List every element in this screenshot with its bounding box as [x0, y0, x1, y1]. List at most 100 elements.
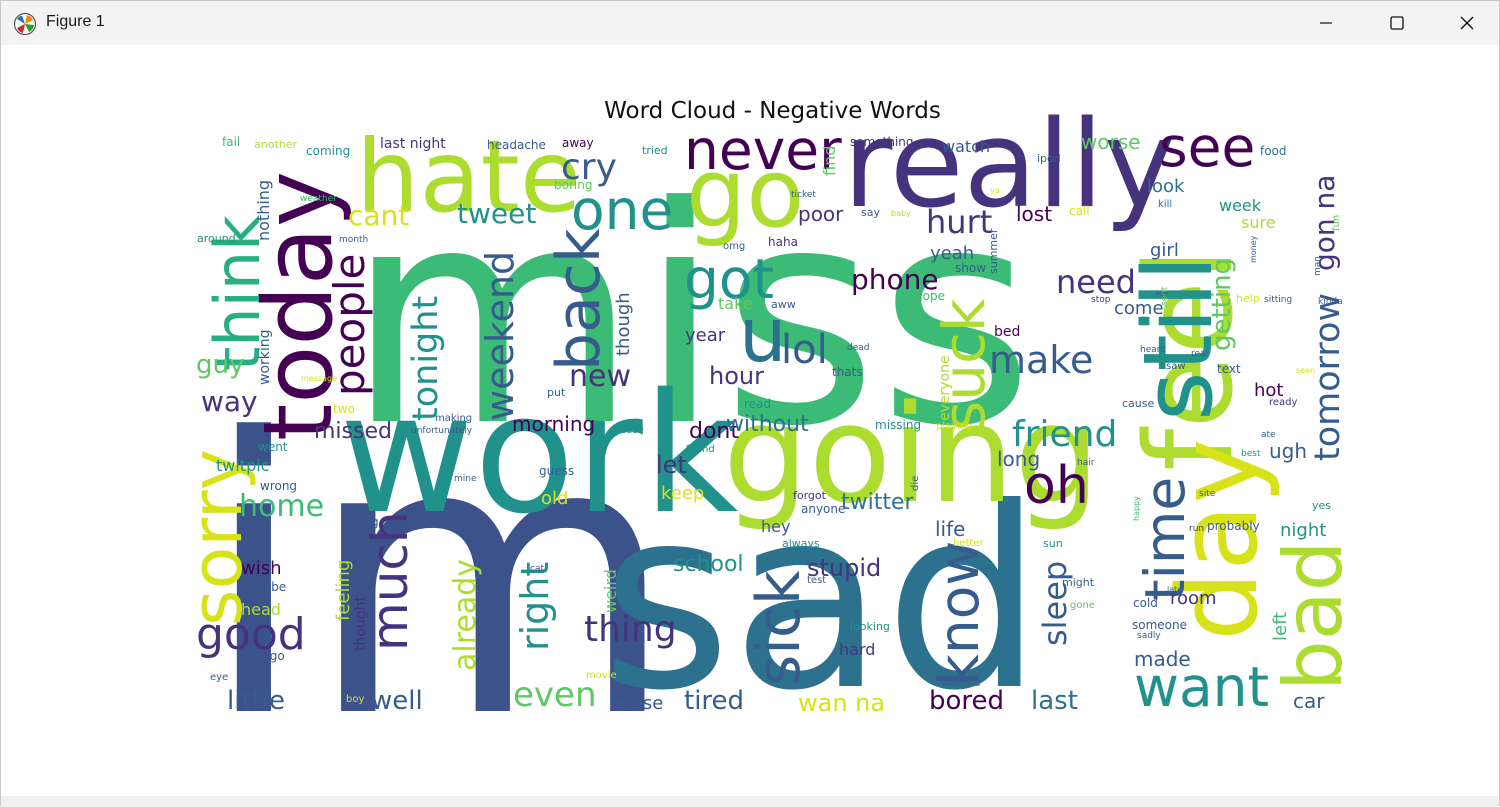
cloud-word-really: really [843, 96, 1175, 235]
cloud-word-sun: sun [1043, 537, 1063, 550]
cloud-word-see: see [1159, 115, 1255, 179]
cloud-word-made: made [1134, 647, 1191, 671]
cloud-word-missed: missed [314, 419, 392, 444]
cloud-word-headache: headache [487, 138, 546, 152]
cloud-word-time: time [1133, 477, 1197, 601]
cloud-word-away: away [562, 136, 594, 150]
figure-canvas [1, 45, 1499, 795]
cloud-word-feel: feel [1121, 248, 1260, 471]
cloud-word-around: around [197, 232, 236, 245]
cloud-word-eye: eye [210, 672, 228, 683]
cloud-word-ya: ya [990, 186, 1000, 195]
maximize-button[interactable] [1362, 1, 1432, 45]
cloud-word-die: die [910, 476, 921, 491]
cloud-word-hurt: hurt [926, 203, 992, 241]
minimize-button[interactable] [1291, 1, 1361, 45]
cloud-word-haha: haha [768, 235, 798, 249]
cloud-word-stop: stop [1091, 295, 1111, 305]
cloud-word-make: make [989, 338, 1093, 382]
cloud-word-right: right [513, 562, 557, 651]
cloud-word-ready: ready [1269, 397, 1298, 408]
cloud-word-well: well [371, 686, 423, 716]
cloud-word-sick: sick [744, 570, 814, 686]
cloud-word-playing: playing [936, 421, 973, 432]
cloud-word-life: life [935, 517, 965, 541]
cloud-word-lost: lost [1016, 202, 1052, 226]
cloud-word-watched: watched [942, 679, 980, 689]
cloud-word-might: might [1062, 576, 1095, 589]
cloud-word-poor: poor [798, 202, 844, 226]
cloud-word-new: new [569, 359, 631, 394]
cloud-word-help: help [1236, 292, 1260, 305]
cloud-word-hope: hope [915, 289, 945, 303]
status-bar [1, 796, 1499, 807]
cloud-word-know: know [927, 541, 991, 686]
cloud-word-nothing: nothing [254, 180, 273, 241]
cloud-word-boring: boring [554, 178, 592, 192]
cloud-word-room: room [1170, 588, 1217, 609]
cloud-word-tonight: tonight [406, 296, 446, 421]
maximize-icon [1390, 16, 1404, 30]
cloud-word-cold: cold [1133, 596, 1158, 610]
cloud-word-omg: omg [723, 241, 745, 252]
cloud-word-movie: movie [586, 670, 617, 681]
cloud-word-read: read [744, 397, 771, 411]
cloud-word-morning: morning [512, 412, 595, 436]
cloud-word-text: text [1217, 362, 1241, 376]
cloud-word-twitpic: twitpic [216, 456, 269, 475]
cloud-word-coming: coming [306, 144, 350, 158]
cloud-word-night: night [1280, 520, 1326, 541]
cloud-word-wrong: wrong [260, 479, 297, 493]
cloud-word-never: never [684, 118, 842, 182]
cloud-word-happy: happy [1132, 496, 1141, 521]
cloud-word-making: making [435, 413, 472, 424]
cloud-word-even: even [513, 675, 597, 715]
cloud-word-someone: someone [1132, 618, 1187, 632]
cloud-word-found: found [686, 444, 715, 455]
cloud-word-fun: fun [1331, 215, 1342, 231]
cloud-word-big: big [360, 515, 379, 529]
cloud-word-probably: probably [1207, 519, 1260, 533]
cloud-word-guy: guy [196, 350, 244, 380]
cloud-word-cant: cant [348, 199, 409, 232]
cloud-word-best: best [1241, 449, 1261, 459]
cloud-word-dead: dead [847, 343, 869, 353]
cloud-word-aww: aww [771, 298, 796, 311]
cloud-word-last: last [1031, 686, 1078, 716]
cloud-word-feeling: feeling [333, 560, 354, 621]
cloud-word-hard: hard [839, 640, 875, 659]
cloud-word-thing: thing [584, 609, 677, 650]
cloud-word-jealous: jealous [575, 515, 615, 528]
cloud-word-miss: miss [346, 143, 1034, 492]
cloud-word-oh: oh [1024, 456, 1089, 516]
cloud-word-better: better [953, 538, 984, 549]
cloud-word-mine: mine [454, 474, 477, 484]
cloud-word-though: though [613, 292, 634, 356]
cloud-word-weather: weather [300, 194, 337, 204]
cloud-word-show: show [955, 261, 986, 275]
close-button[interactable] [1432, 1, 1500, 45]
matplotlib-app-icon [13, 12, 37, 36]
cloud-word-baby: baby [891, 209, 911, 218]
cloud-word-still: still [1124, 255, 1234, 421]
cloud-word-wow: wow [1155, 290, 1169, 297]
cloud-word-bed: bed [994, 324, 1020, 340]
cloud-word-boy: boy [346, 694, 364, 705]
cloud-word-let: let [656, 451, 687, 479]
cloud-word-weekend: weekend [478, 251, 522, 421]
cloud-word-hey: hey [761, 517, 790, 536]
cloud-word-na-go: na go [251, 649, 285, 663]
cloud-word-day: day [1154, 439, 1282, 641]
cloud-word-site: site [1199, 489, 1216, 499]
cloud-word-kill: kill [1158, 199, 1172, 210]
minimize-icon [1320, 22, 1332, 24]
cloud-word-gone: gone [1070, 600, 1095, 611]
cloud-word-say: say [861, 206, 880, 219]
title-bar[interactable]: Figure 1 [1, 1, 1499, 45]
cloud-word-look: look [1147, 176, 1185, 197]
cloud-word-yes: yes [1312, 499, 1331, 512]
cloud-word-another: another [254, 138, 297, 151]
cloud-word-something: something [850, 135, 914, 149]
cloud-word-wan-na: wan na [798, 689, 885, 717]
